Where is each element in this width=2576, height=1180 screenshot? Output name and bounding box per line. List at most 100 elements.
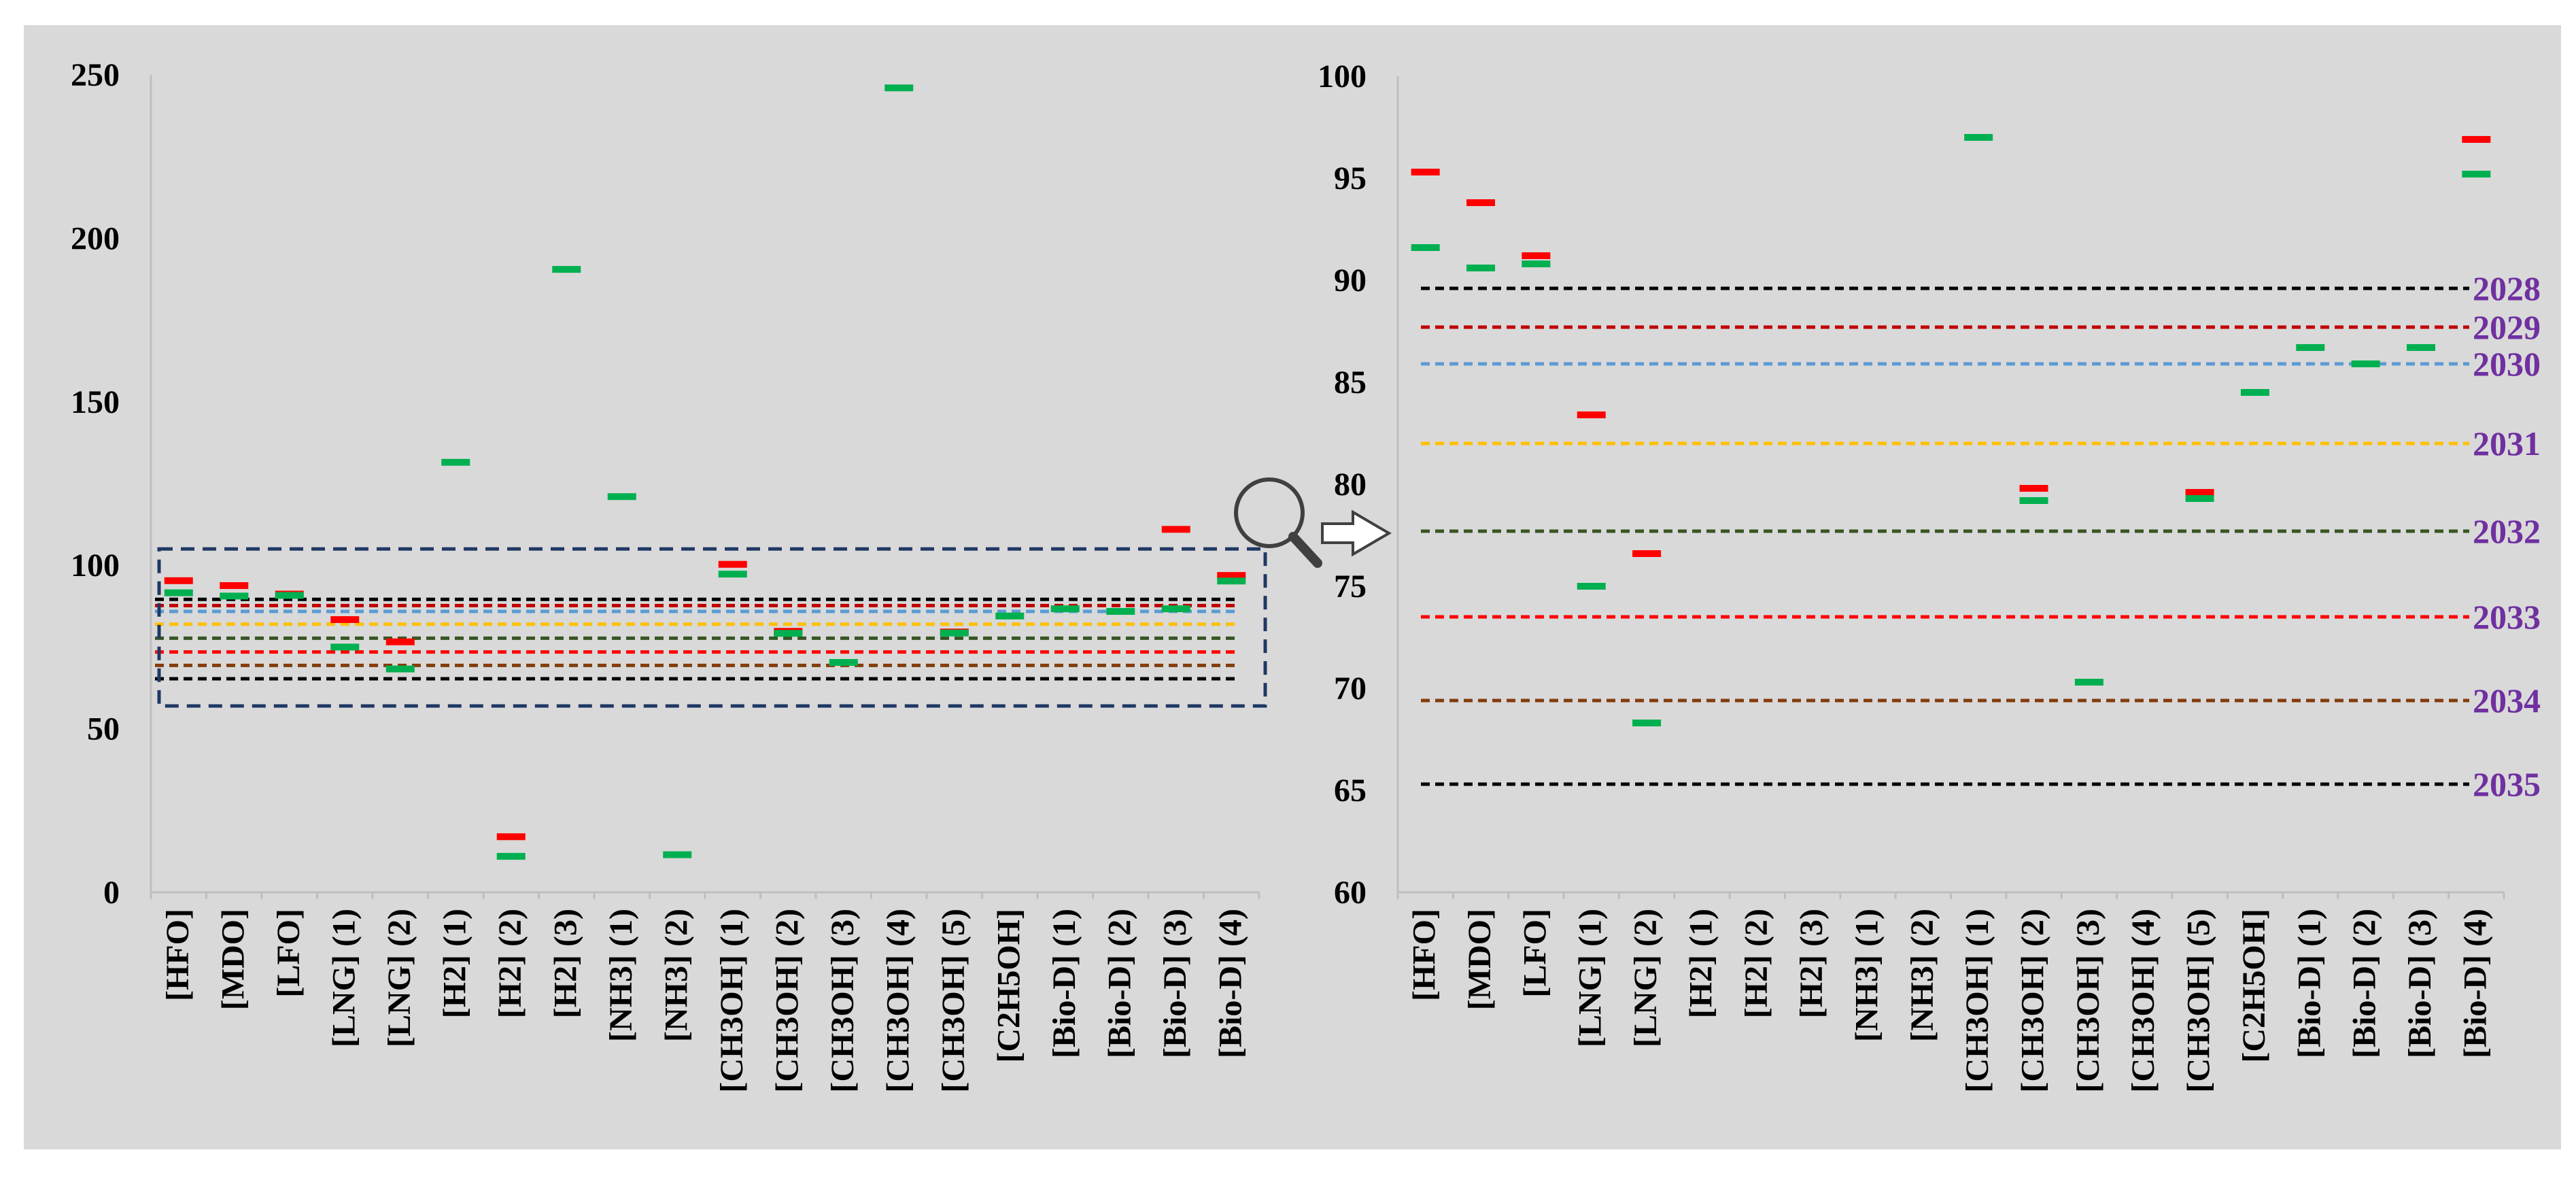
- x-tick-label: [NH3] (1): [603, 909, 639, 1042]
- data-marker: [885, 84, 914, 92]
- y-tick-label: 80: [1334, 467, 1367, 503]
- y-tick-label: 85: [1334, 365, 1367, 401]
- x-tick-label: [Bio-D] (1): [1046, 909, 1082, 1058]
- y-tick-label: 100: [71, 547, 120, 584]
- data-marker: [164, 589, 193, 596]
- x-tick-label: [LFO]: [271, 909, 307, 998]
- x-tick-label: [H2] (1): [436, 909, 473, 1018]
- x-tick-label: [CH3OH] (1): [1959, 909, 1995, 1093]
- zoom-box: [157, 547, 1267, 708]
- x-tick-label: [Bio-D] (1): [2291, 909, 2327, 1058]
- x-tick-label: [NH3] (2): [658, 909, 694, 1042]
- y-tick-label: 50: [87, 711, 120, 747]
- x-tick-label: [H2] (3): [1793, 909, 1830, 1018]
- data-marker: [774, 630, 803, 637]
- zoom-indicator: [1234, 477, 1392, 568]
- y-tick-label: 65: [1334, 773, 1367, 809]
- x-tick-label: [LFO]: [1517, 909, 1553, 998]
- data-marker: [275, 592, 304, 599]
- data-marker: [1632, 720, 1662, 726]
- data-marker: [2240, 389, 2269, 396]
- data-marker: [718, 560, 747, 568]
- x-tick-label: [MDO]: [215, 909, 251, 1010]
- year-label: 2034: [2473, 681, 2541, 720]
- x-tick-label: [Bio-D] (4): [2457, 909, 2493, 1058]
- y-tick-label: 0: [103, 875, 120, 911]
- data-marker: [164, 577, 193, 584]
- right-chart: 60 65 70 75 80 85 90 95 100 [HFO] [MDO] [LFO] [LNG] …: [1318, 58, 2541, 1093]
- x-tick-label: [C2H5OH]: [2236, 909, 2272, 1063]
- data-marker: [1632, 550, 1662, 557]
- data-marker: [2296, 344, 2325, 351]
- x-tick-label: [NH3] (2): [1904, 909, 1940, 1042]
- data-marker: [2019, 497, 2048, 504]
- x-tick-label: [LNG] (1): [1573, 909, 1609, 1047]
- x-tick-label: [H2] (3): [547, 909, 583, 1018]
- data-marker: [220, 582, 249, 590]
- y-tick-label: 70: [1334, 671, 1367, 707]
- magnifier-icon: [1234, 477, 1322, 568]
- data-marker: [2351, 360, 2380, 367]
- x-tick-label: [Bio-D] (3): [2402, 909, 2438, 1058]
- data-marker: [1964, 134, 1993, 141]
- data-marker: [2406, 344, 2435, 351]
- y-tick-label: 60: [1334, 875, 1367, 911]
- left-chart: 0 50 100 150 200 250 [HFO] [MDO] [LFO] [LNG] (1) […: [71, 57, 1267, 1093]
- x-tick-label: [H2] (2): [1738, 909, 1774, 1018]
- arrow-right-icon: [1321, 509, 1392, 557]
- x-tick-label: [C2H5OH]: [991, 909, 1027, 1063]
- year-label: 2029: [2473, 308, 2541, 346]
- data-marker: [2462, 136, 2491, 143]
- y-tick-label: 75: [1334, 569, 1367, 605]
- x-tick-label: [CH3OH] (4): [2125, 909, 2161, 1093]
- y-tick-label: 100: [1318, 58, 1367, 95]
- data-marker: [496, 833, 526, 841]
- data-marker: [1466, 199, 1496, 206]
- data-marker: [1217, 577, 1246, 585]
- data-marker: [496, 853, 526, 860]
- x-tick-label: [MDO]: [1462, 909, 1498, 1010]
- x-tick-label: [HFO]: [1407, 909, 1443, 1001]
- data-marker: [1050, 605, 1080, 613]
- data-marker: [1161, 526, 1190, 533]
- x-tick-label: [HFO]: [160, 909, 196, 1001]
- x-tick-label: [Bio-D] (3): [1157, 909, 1193, 1058]
- data-marker: [1161, 605, 1190, 613]
- data-marker: [718, 571, 747, 578]
- data-marker: [2462, 171, 2491, 178]
- x-tick-label: [H2] (2): [492, 909, 528, 1018]
- data-marker: [940, 629, 969, 637]
- year-label: 2032: [2473, 512, 2541, 550]
- year-label: 2031: [2473, 424, 2541, 462]
- data-marker: [1577, 411, 1606, 418]
- data-marker: [1217, 572, 1246, 579]
- data-marker: [330, 643, 360, 651]
- data-marker: [2185, 489, 2214, 496]
- x-tick-label: [CH3OH] (5): [2181, 909, 2217, 1093]
- x-tick-label: [CH3OH] (2): [769, 909, 805, 1093]
- data-marker: [2019, 485, 2048, 492]
- data-marker: [995, 612, 1025, 620]
- x-tick-label: [CH3OH] (5): [935, 909, 972, 1093]
- data-marker: [829, 658, 858, 666]
- year-label: 2028: [2473, 269, 2541, 307]
- data-marker: [1522, 260, 1551, 267]
- x-tick-label: [LNG] (2): [1628, 909, 1664, 1047]
- x-tick-label: [Bio-D] (2): [2347, 909, 2383, 1058]
- data-marker: [385, 665, 415, 673]
- data-marker: [1106, 607, 1135, 615]
- x-tick-label: [LNG] (1): [326, 909, 362, 1047]
- x-tick-label: [NH3] (1): [1849, 909, 1885, 1042]
- data-marker: [1577, 583, 1606, 590]
- year-label: 2035: [2473, 765, 2541, 803]
- data-marker: [607, 493, 636, 501]
- x-tick-label: [CH3OH] (3): [2070, 909, 2106, 1093]
- data-marker: [1411, 244, 1440, 251]
- x-tick-label: [CH3OH] (2): [2015, 909, 2051, 1093]
- x-tick-label: [Bio-D] (4): [1212, 909, 1248, 1058]
- x-tick-label: [CH3OH] (3): [825, 909, 861, 1093]
- chart-area-background: [24, 25, 2561, 1149]
- data-marker: [2185, 495, 2214, 502]
- y-tick-label: 150: [71, 384, 120, 420]
